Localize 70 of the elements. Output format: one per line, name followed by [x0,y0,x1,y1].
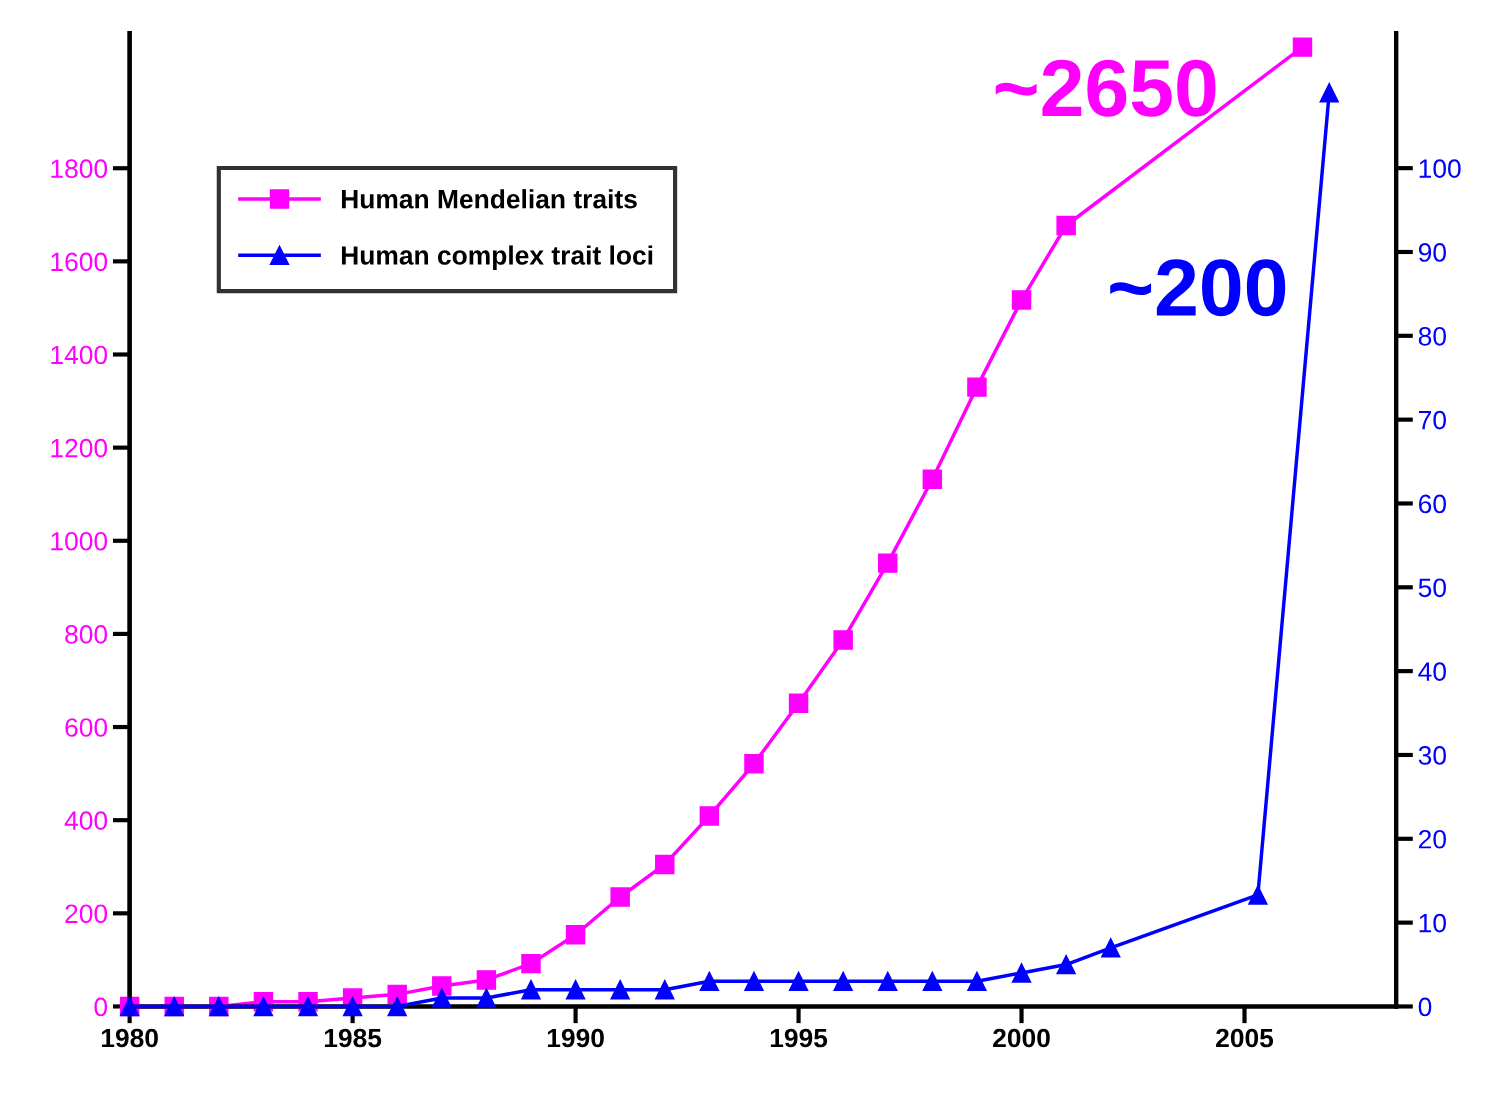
y-tick-label: 200 [65,904,108,924]
x-tick-label: 2000 [993,1028,1050,1048]
point [565,979,586,1000]
point [342,996,363,1017]
point [476,988,497,1008]
y2-tick-label: 50 [1418,578,1446,598]
point [744,971,764,992]
point [610,979,630,1000]
x-tick-label: 1980 [101,1028,158,1048]
y-tick-label: 1200 [51,438,108,458]
y-tick-label: 800 [65,625,108,644]
point [788,971,809,992]
y2-tick-label: 60 [1419,494,1446,514]
point [253,996,274,1017]
point [1056,954,1076,975]
point [1100,938,1121,958]
x-tick-label: 1985 [324,1028,382,1048]
point [967,971,987,992]
point [1011,290,1032,310]
x-tick-label: 1990 [547,1028,604,1048]
x-tick-label: 2005 [1216,1028,1274,1048]
point [565,925,586,945]
point [967,377,987,397]
point [922,469,943,490]
y2-tick-label: 40 [1418,662,1446,681]
y2-tick-label: 80 [1418,326,1446,346]
point [387,996,407,1017]
point [521,953,541,974]
point [476,970,497,990]
point [699,971,720,992]
y2-tick-label: 30 [1418,746,1446,765]
y-tick-label: 1600 [51,252,108,272]
point [833,971,853,992]
legend-label: Human Mendelian traits [341,189,637,209]
y2-tick-label: 90 [1418,243,1446,262]
point [922,971,943,992]
y2-tick-label: 100 [1419,159,1461,178]
y-tick-label: 400 [64,811,108,831]
y-tick-label: 1000 [51,531,108,551]
point [1292,37,1313,57]
legend-label: Human complex trait loci [341,245,653,271]
point [1248,885,1268,905]
y2-tick-label: 10 [1419,913,1446,933]
y2-tick-label: 70 [1419,410,1446,430]
point [387,984,407,1005]
point [699,806,720,826]
y-tick-label: 1800 [51,159,108,179]
x-tick-label: 1995 [770,1028,828,1048]
point [432,988,452,1008]
point [1056,215,1076,236]
point [610,887,630,907]
annotation: ~200 [1110,259,1286,317]
point [655,979,675,1000]
point [878,971,898,992]
point [1011,963,1032,983]
point [298,996,318,1017]
point [521,979,541,1000]
y-tick-label: 0 [94,997,108,1017]
point [833,630,853,650]
point [655,854,675,875]
y-tick-label: 1400 [51,345,108,365]
y2-tick-label: 20 [1418,829,1446,849]
annotation: ~2650 [995,59,1216,117]
point [432,976,452,996]
y-tick-label: 600 [65,718,108,737]
point [878,553,898,573]
point [744,754,764,774]
point [1319,82,1339,103]
y2-tick-label: 0 [1418,997,1432,1017]
point [788,693,809,714]
